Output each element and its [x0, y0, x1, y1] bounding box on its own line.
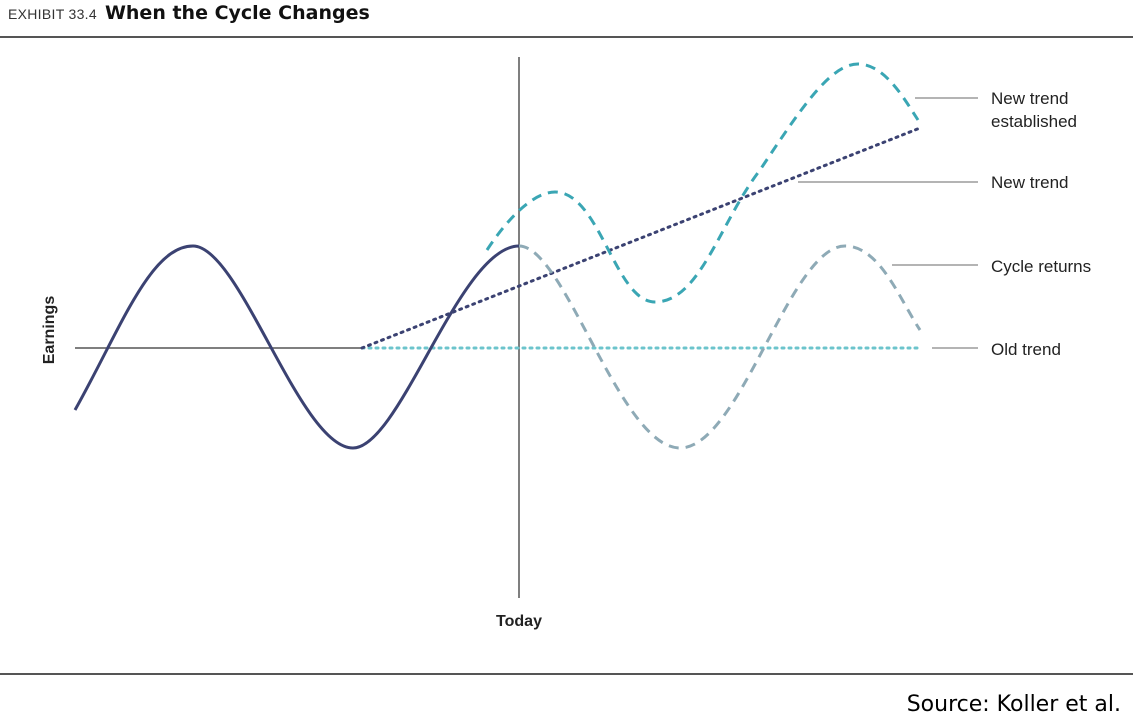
source-credit: Source: Koller et al.	[906, 692, 1121, 717]
exhibit-title: When the Cycle Changes	[104, 2, 370, 24]
label-new-trend: New trend	[991, 173, 1068, 192]
cycle-returns-curve	[518, 244, 922, 450]
label-new-trend-established-2: established	[991, 112, 1077, 131]
new-trend-established-curve	[485, 62, 920, 304]
bottom-rule	[0, 673, 1133, 675]
label-old-trend: Old trend	[991, 340, 1061, 359]
new-trend-line	[360, 126, 922, 350]
top-rule	[0, 36, 1133, 38]
earnings-history-curve	[73, 244, 520, 450]
exhibit-header: EXHIBIT 33.4 When the Cycle Changes	[8, 2, 370, 30]
exhibit-number: EXHIBIT 33.4	[8, 6, 97, 22]
label-cycle-returns: Cycle returns	[991, 257, 1091, 276]
label-new-trend-established-1: New trend	[991, 89, 1068, 108]
today-label: Today	[496, 613, 542, 630]
y-axis-label: Earnings	[41, 296, 58, 365]
